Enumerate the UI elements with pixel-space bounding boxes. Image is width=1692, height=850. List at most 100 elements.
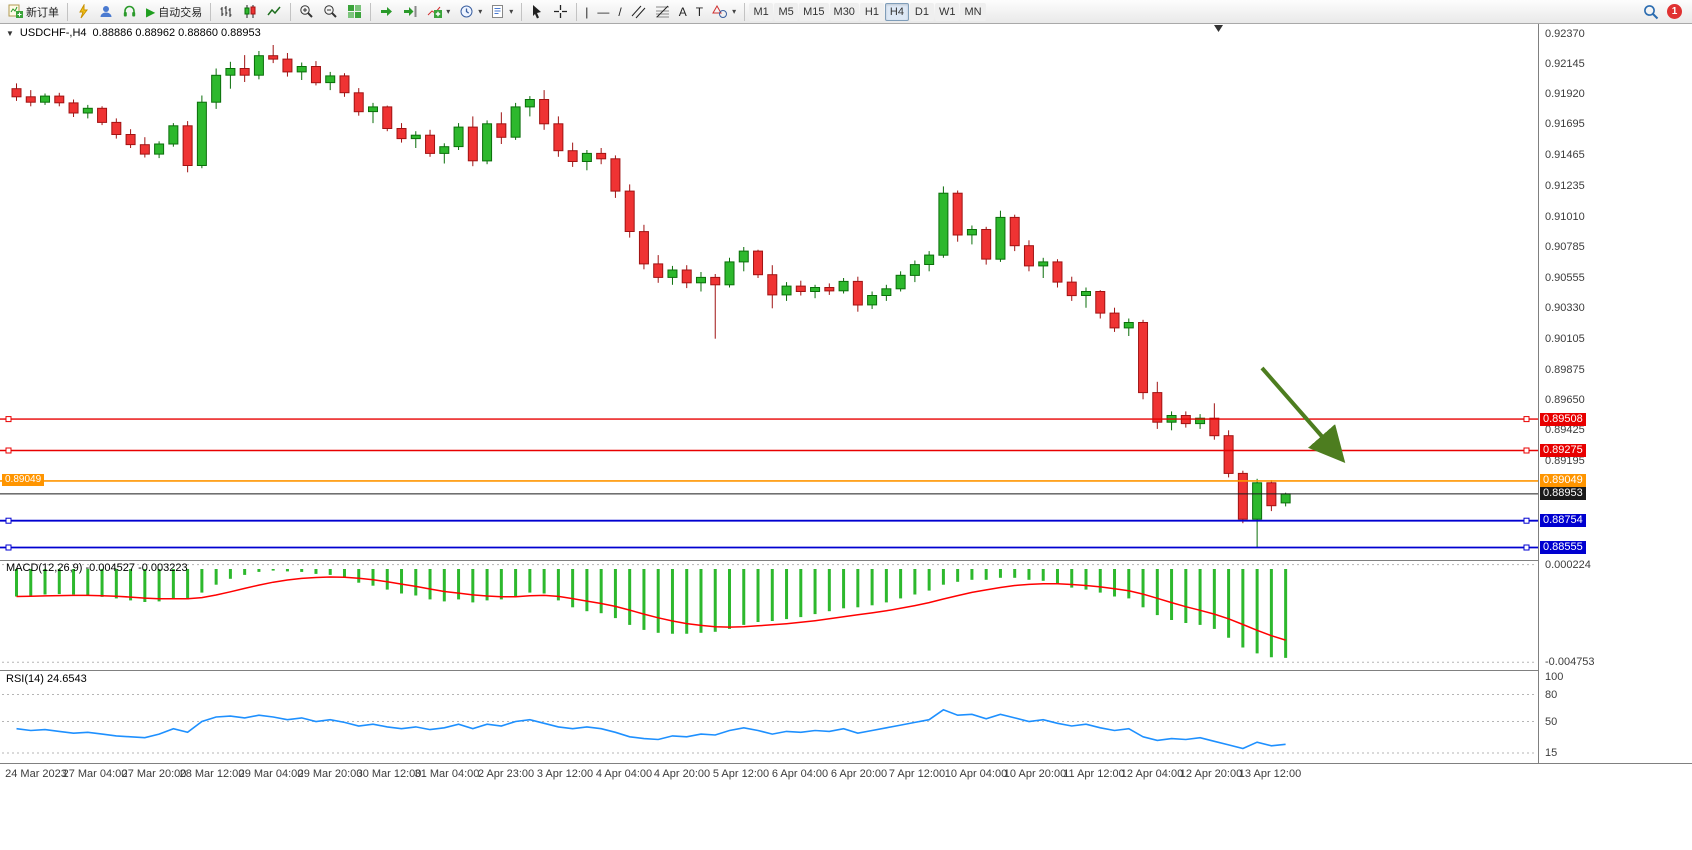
lightning-icon-button[interactable]	[72, 2, 94, 22]
zoom-in-button[interactable]	[295, 2, 318, 22]
price-axis[interactable]: 0.92370 0.92145 0.91920 0.91695 0.91465 0.912…	[1538, 24, 1692, 763]
dropdown-icon: ▾	[478, 7, 483, 16]
candle-body	[1223, 435, 1234, 474]
candle-body	[111, 121, 122, 136]
trendline-tool-button[interactable]: /	[614, 2, 625, 22]
text-icon: A	[678, 4, 687, 19]
timeframe-button-m5[interactable]: M5	[774, 2, 799, 21]
candle-body	[610, 158, 621, 192]
crosshair-tool-button[interactable]	[549, 2, 572, 22]
vertical-line-tool-button[interactable]: |	[581, 2, 592, 22]
candle-body	[396, 128, 407, 140]
line-handle[interactable]	[5, 416, 12, 423]
line-handle[interactable]	[1523, 447, 1530, 454]
time-axis[interactable]: 24 Mar 2023 27 Mar 04:00 27 Mar 20:00 28 Ma…	[0, 763, 1692, 788]
profile-icon-button[interactable]	[95, 2, 117, 22]
indicators-button[interactable]: ▾	[423, 2, 454, 22]
zoom-out-icon	[324, 5, 337, 18]
notification-badge[interactable]: 1	[1667, 4, 1682, 19]
timeframe-button-mn[interactable]: MN	[960, 2, 986, 21]
panel-separator[interactable]	[0, 670, 1692, 671]
chart-shift-button[interactable]	[399, 2, 422, 22]
toolbar-separator	[210, 2, 212, 21]
price-tick: 0.89425	[1545, 424, 1585, 437]
new-order-button[interactable]: 新订单	[4, 2, 63, 22]
collapse-icon[interactable]: ▼	[6, 28, 14, 38]
label-icon: T	[695, 4, 704, 19]
timeframe-button-h1[interactable]: H1	[859, 2, 884, 21]
zoom-out-button[interactable]	[319, 2, 342, 22]
candle-body	[895, 274, 906, 290]
candle-body	[581, 152, 592, 162]
candle-body	[852, 280, 863, 306]
toolbar-right-group: 1	[1643, 4, 1688, 20]
candle-body	[268, 55, 279, 60]
timeframe-button-h4[interactable]: H4	[884, 2, 909, 21]
support-icon-button[interactable]	[118, 2, 141, 22]
candle-body	[524, 99, 535, 108]
candle-body	[353, 92, 364, 113]
price-badge: 0.88953	[1540, 487, 1586, 501]
line-handle[interactable]	[5, 517, 12, 524]
time-label: 11 Apr 12:00	[1063, 768, 1125, 780]
search-icon[interactable]	[1643, 4, 1659, 20]
line-handle[interactable]	[1523, 544, 1530, 551]
candle-body	[838, 280, 849, 292]
candle-body	[952, 192, 963, 236]
timeframe-button-m15[interactable]: M15	[799, 2, 829, 21]
text-label-tool-button[interactable]: T	[692, 2, 707, 22]
time-label: 29 Mar 20:00	[297, 768, 363, 780]
chart-title-bar: ▼ USDCHF-,H4 0.88886 0.88962 0.88860 0.8…	[6, 27, 261, 39]
chart-shift-marker[interactable]	[1214, 25, 1223, 32]
price-tick: 0.92370	[1545, 27, 1585, 40]
timeframe-button-w1[interactable]: W1	[934, 2, 960, 21]
price-tick: 0.91010	[1545, 210, 1585, 223]
candle-body	[196, 101, 207, 166]
time-label: 29 Mar 04:00	[238, 768, 304, 780]
auto-trading-button[interactable]: ▶ 自动交易	[142, 2, 206, 22]
candle-body	[68, 102, 79, 114]
candle-body	[1138, 322, 1149, 394]
templates-button[interactable]: ▾	[487, 2, 517, 22]
tile-windows-button[interactable]	[343, 2, 366, 22]
fibonacci-tool-button[interactable]	[651, 2, 674, 22]
channel-tool-button[interactable]	[627, 2, 650, 22]
line-handle[interactable]	[5, 447, 12, 454]
trend-arrow-annotation[interactable]	[1260, 366, 1346, 464]
auto-scroll-button[interactable]	[375, 2, 398, 22]
line-handle[interactable]	[1523, 517, 1530, 524]
timeframe-button-d1[interactable]: D1	[909, 2, 934, 21]
price-tick: 0.91695	[1545, 118, 1585, 131]
candle-body	[425, 134, 436, 154]
horizontal-line-tool-button[interactable]: —	[593, 2, 613, 22]
candlestick-type-button[interactable]	[239, 2, 262, 22]
candle-body	[924, 254, 935, 266]
line-handle[interactable]	[5, 544, 12, 551]
line-handle[interactable]	[1523, 416, 1530, 423]
time-label: 27 Mar 04:00	[62, 768, 128, 780]
toolbar-separator	[576, 2, 578, 21]
dropdown-icon: ▾	[732, 7, 737, 16]
chart-canvas[interactable]	[0, 24, 1538, 764]
toolbar-separator	[370, 2, 372, 21]
price-tick: 0.90105	[1545, 332, 1585, 345]
price-tick: 0.89875	[1545, 363, 1585, 376]
candle-body	[738, 250, 749, 263]
dropdown-icon: ▾	[509, 7, 514, 16]
timeframe-button-m1[interactable]: M1	[749, 2, 774, 21]
shapes-tool-button[interactable]: ▾	[708, 2, 740, 22]
play-icon: ▶	[146, 4, 156, 19]
panel-separator[interactable]	[0, 560, 1692, 561]
periods-button[interactable]: ▾	[455, 2, 486, 22]
toolbar: 新订单 ▶ 自动交易 ▾ ▾	[0, 0, 1692, 24]
timeframe-button-m30[interactable]: M30	[829, 2, 859, 21]
hline-price-label[interactable]: 0.89049	[2, 474, 45, 486]
text-tool-button[interactable]: A	[675, 2, 691, 22]
candle-body	[938, 192, 949, 256]
rsi-axis-label: 80	[1545, 688, 1558, 701]
time-label: 5 Apr 12:00	[712, 768, 770, 780]
price-tick: 0.90785	[1545, 241, 1585, 254]
line-chart-type-button[interactable]	[263, 2, 286, 22]
bar-chart-type-button[interactable]	[215, 2, 238, 22]
cursor-tool-button[interactable]	[526, 2, 548, 22]
